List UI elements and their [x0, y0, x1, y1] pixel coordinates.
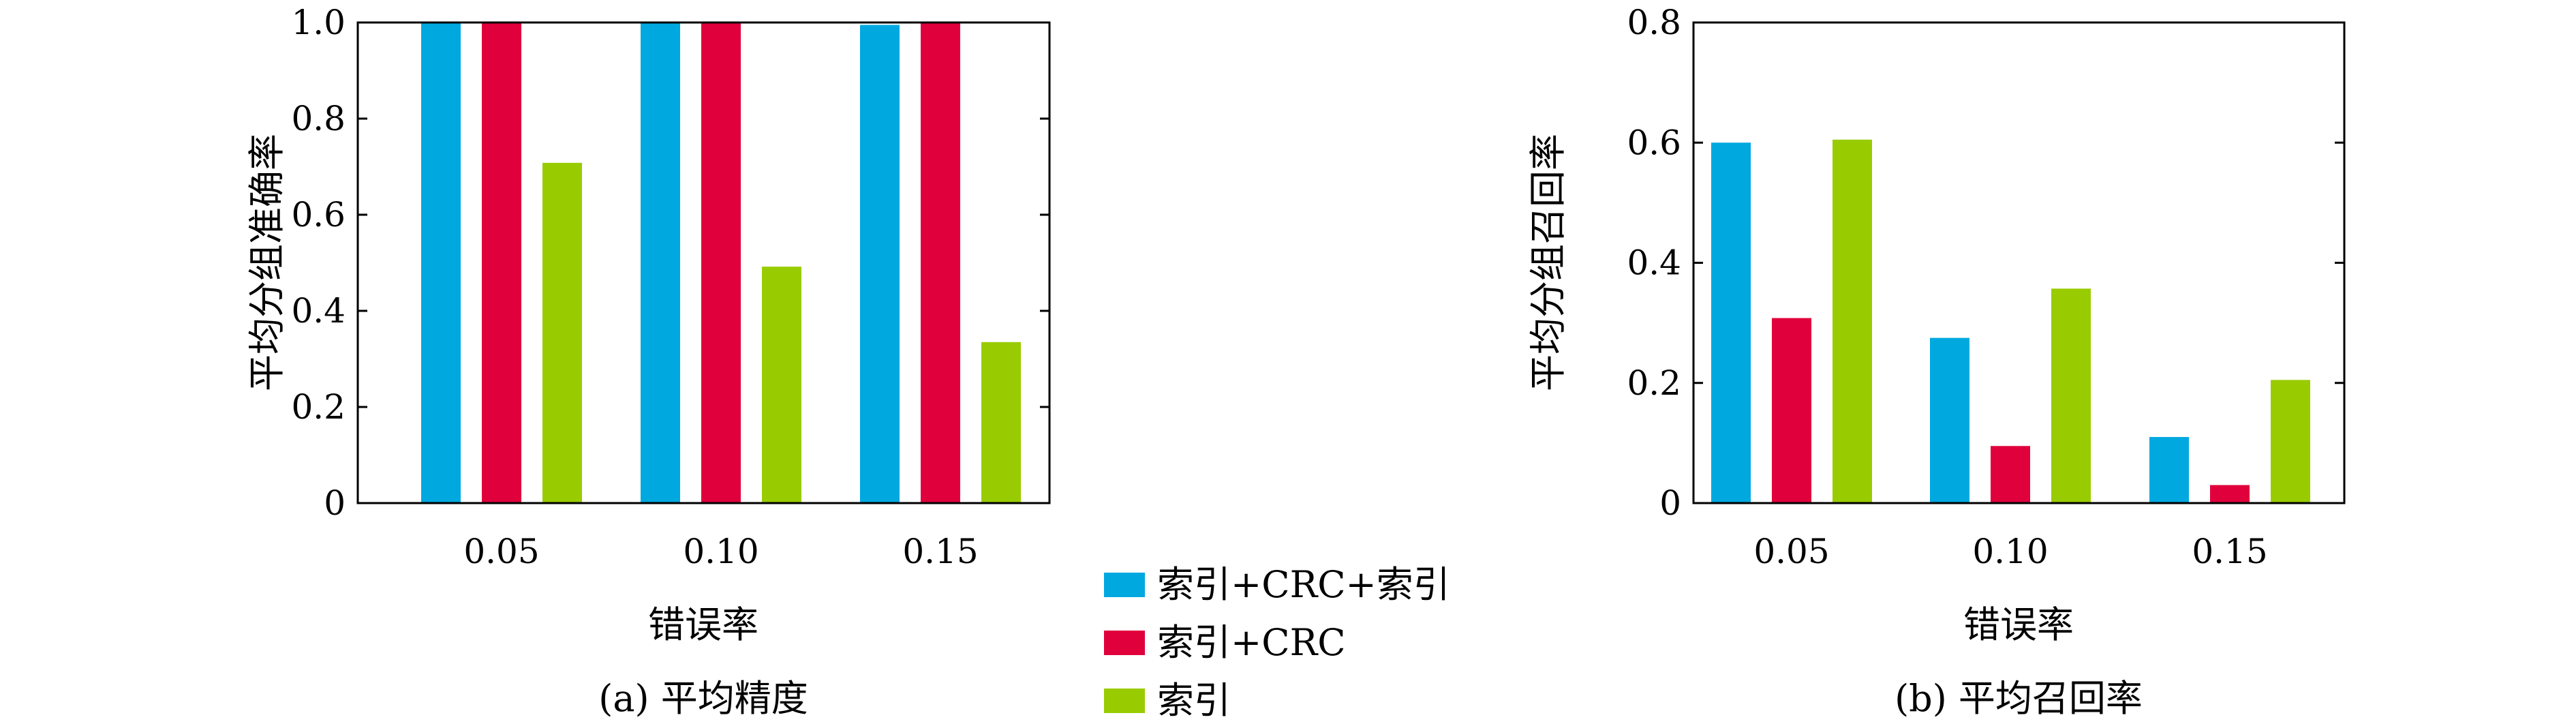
bar — [2051, 288, 2091, 503]
y-axis-ticks: 0 0.2 0.4 0.6 0.8 1.0 — [291, 3, 1049, 523]
y-tick-label: 0.6 — [1627, 123, 1681, 162]
chart-average-precision: 0 0.2 0.4 0.6 0.8 1.0 0.05 0.10 0.15 错误率 平均分组准确… — [245, 3, 1051, 720]
y-axis-label: 平均分组准确率 — [245, 134, 288, 391]
legend: 索引+CRC+索引 索引+CRC 索引 — [1104, 563, 1450, 722]
y-axis-label: 平均分组召回率 — [1527, 134, 1569, 391]
x-axis-label: 错误率 — [648, 603, 758, 646]
bar — [2271, 380, 2310, 503]
y-tick-label: 0 — [324, 483, 346, 523]
y-tick-label: 0.4 — [1627, 243, 1681, 283]
x-tick-label: 0.15 — [902, 532, 978, 571]
bar — [1991, 446, 2030, 503]
x-tick-label: 0.05 — [1753, 532, 1829, 571]
y-tick-label: 0.8 — [291, 99, 346, 138]
x-tick-label: 0.10 — [1972, 532, 2048, 571]
bar — [1930, 337, 1969, 503]
y-tick-label: 0.2 — [1627, 363, 1681, 403]
bar — [641, 22, 680, 503]
bar — [421, 22, 461, 503]
bar — [1711, 142, 1751, 503]
x-axis-ticks: 0.05 0.10 0.15 — [463, 532, 978, 571]
x-tick-label: 0.15 — [2192, 532, 2267, 571]
bar — [2149, 437, 2189, 503]
y-tick-label: 0.4 — [291, 291, 346, 331]
bar — [762, 267, 801, 503]
legend-label-2: 索引 — [1157, 679, 1231, 722]
chart-average-recall: 0 0.2 0.4 0.6 0.8 0.05 0.10 0.15 错误率 平均分组召回率 (… — [1527, 3, 2346, 720]
y-tick-label: 0 — [1659, 483, 1681, 523]
bar — [1772, 318, 1811, 503]
bar — [701, 22, 741, 503]
bar — [542, 162, 582, 504]
legend-swatch-0 — [1104, 573, 1145, 597]
y-tick-label: 0.6 — [291, 195, 346, 235]
bars-group — [421, 22, 1021, 504]
y-tick-label: 1.0 — [291, 3, 346, 42]
y-axis-ticks: 0 0.2 0.4 0.6 0.8 — [1627, 3, 2344, 523]
chart-caption: (b) 平均召回率 — [1895, 677, 2143, 720]
bars-group — [1711, 139, 2310, 503]
chart-caption: (a) 平均精度 — [598, 677, 808, 720]
legend-swatch-2 — [1104, 689, 1145, 713]
legend-label-1: 索引+CRC — [1157, 621, 1346, 664]
bar — [921, 22, 960, 503]
x-axis-ticks: 0.05 0.10 0.15 — [1753, 532, 2267, 571]
x-tick-label: 0.10 — [683, 532, 758, 571]
bar — [981, 342, 1021, 503]
x-tick-label: 0.05 — [463, 532, 539, 571]
x-axis-label: 错误率 — [1963, 603, 2074, 646]
plot-frame — [356, 21, 1051, 504]
bar — [482, 22, 521, 503]
bar — [1833, 139, 1872, 503]
legend-swatch-1 — [1104, 631, 1145, 655]
bar — [2210, 485, 2250, 503]
bar — [860, 25, 900, 503]
legend-label-0: 索引+CRC+索引 — [1157, 563, 1450, 606]
y-tick-label: 0.8 — [1627, 3, 1681, 42]
y-tick-label: 0.2 — [291, 387, 346, 427]
